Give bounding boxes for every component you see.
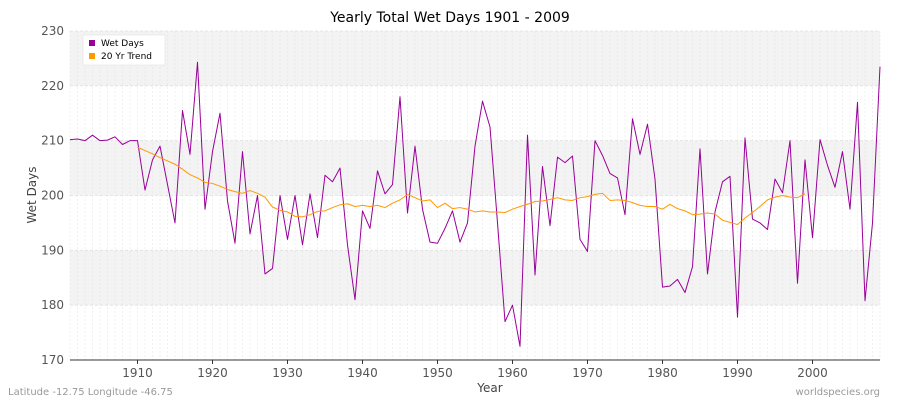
x-tick-labels: 1910 1920 1930 1940 1950 1960 1970 1980 1990 2000 [122,360,828,380]
x-tick-1950: 1950 [422,366,453,380]
legend-box [82,34,166,66]
y-tick-210: 210 [41,134,64,148]
legend-swatch-wet-days [89,40,95,46]
wet-days-line [69,61,881,347]
y-tick-220: 220 [41,79,64,93]
x-tick-1980: 1980 [647,366,678,380]
x-tick-2000: 2000 [797,366,828,380]
coordinates-footer: Latitude -12.75 Longitude -46.75 [8,387,173,398]
source-footer: worldspecies.org [796,387,880,398]
x-tick-1970: 1970 [572,366,603,380]
x-tick-1920: 1920 [197,366,228,380]
x-tick-1930: 1930 [272,366,303,380]
y-tick-230: 230 [41,24,64,38]
y-tick-190: 190 [41,243,64,257]
y-tick-170: 170 [41,353,64,367]
x-tick-1990: 1990 [722,366,753,380]
chart-title: Yearly Total Wet Days 1901 - 2009 [329,10,570,26]
wet-days-series [69,61,881,347]
x-tick-1960: 1960 [497,366,528,380]
y-tick-180: 180 [41,298,64,312]
trend-series [137,146,806,226]
y-tick-labels: 170 180 190 200 210 220 230 [41,24,64,367]
x-axis-label: Year [476,381,502,395]
y-axis-label: Wet Days [25,166,39,223]
y-tick-200: 200 [41,189,64,203]
legend-swatch-trend [89,53,95,59]
legend-label-trend: 20 Yr Trend [101,52,152,62]
trend-line [137,146,806,226]
x-tick-1910: 1910 [122,366,153,380]
legend-label-wet-days: Wet Days [101,39,144,49]
x-tick-1940: 1940 [347,366,378,380]
legend: Wet Days 20 Yr Trend [82,34,166,66]
